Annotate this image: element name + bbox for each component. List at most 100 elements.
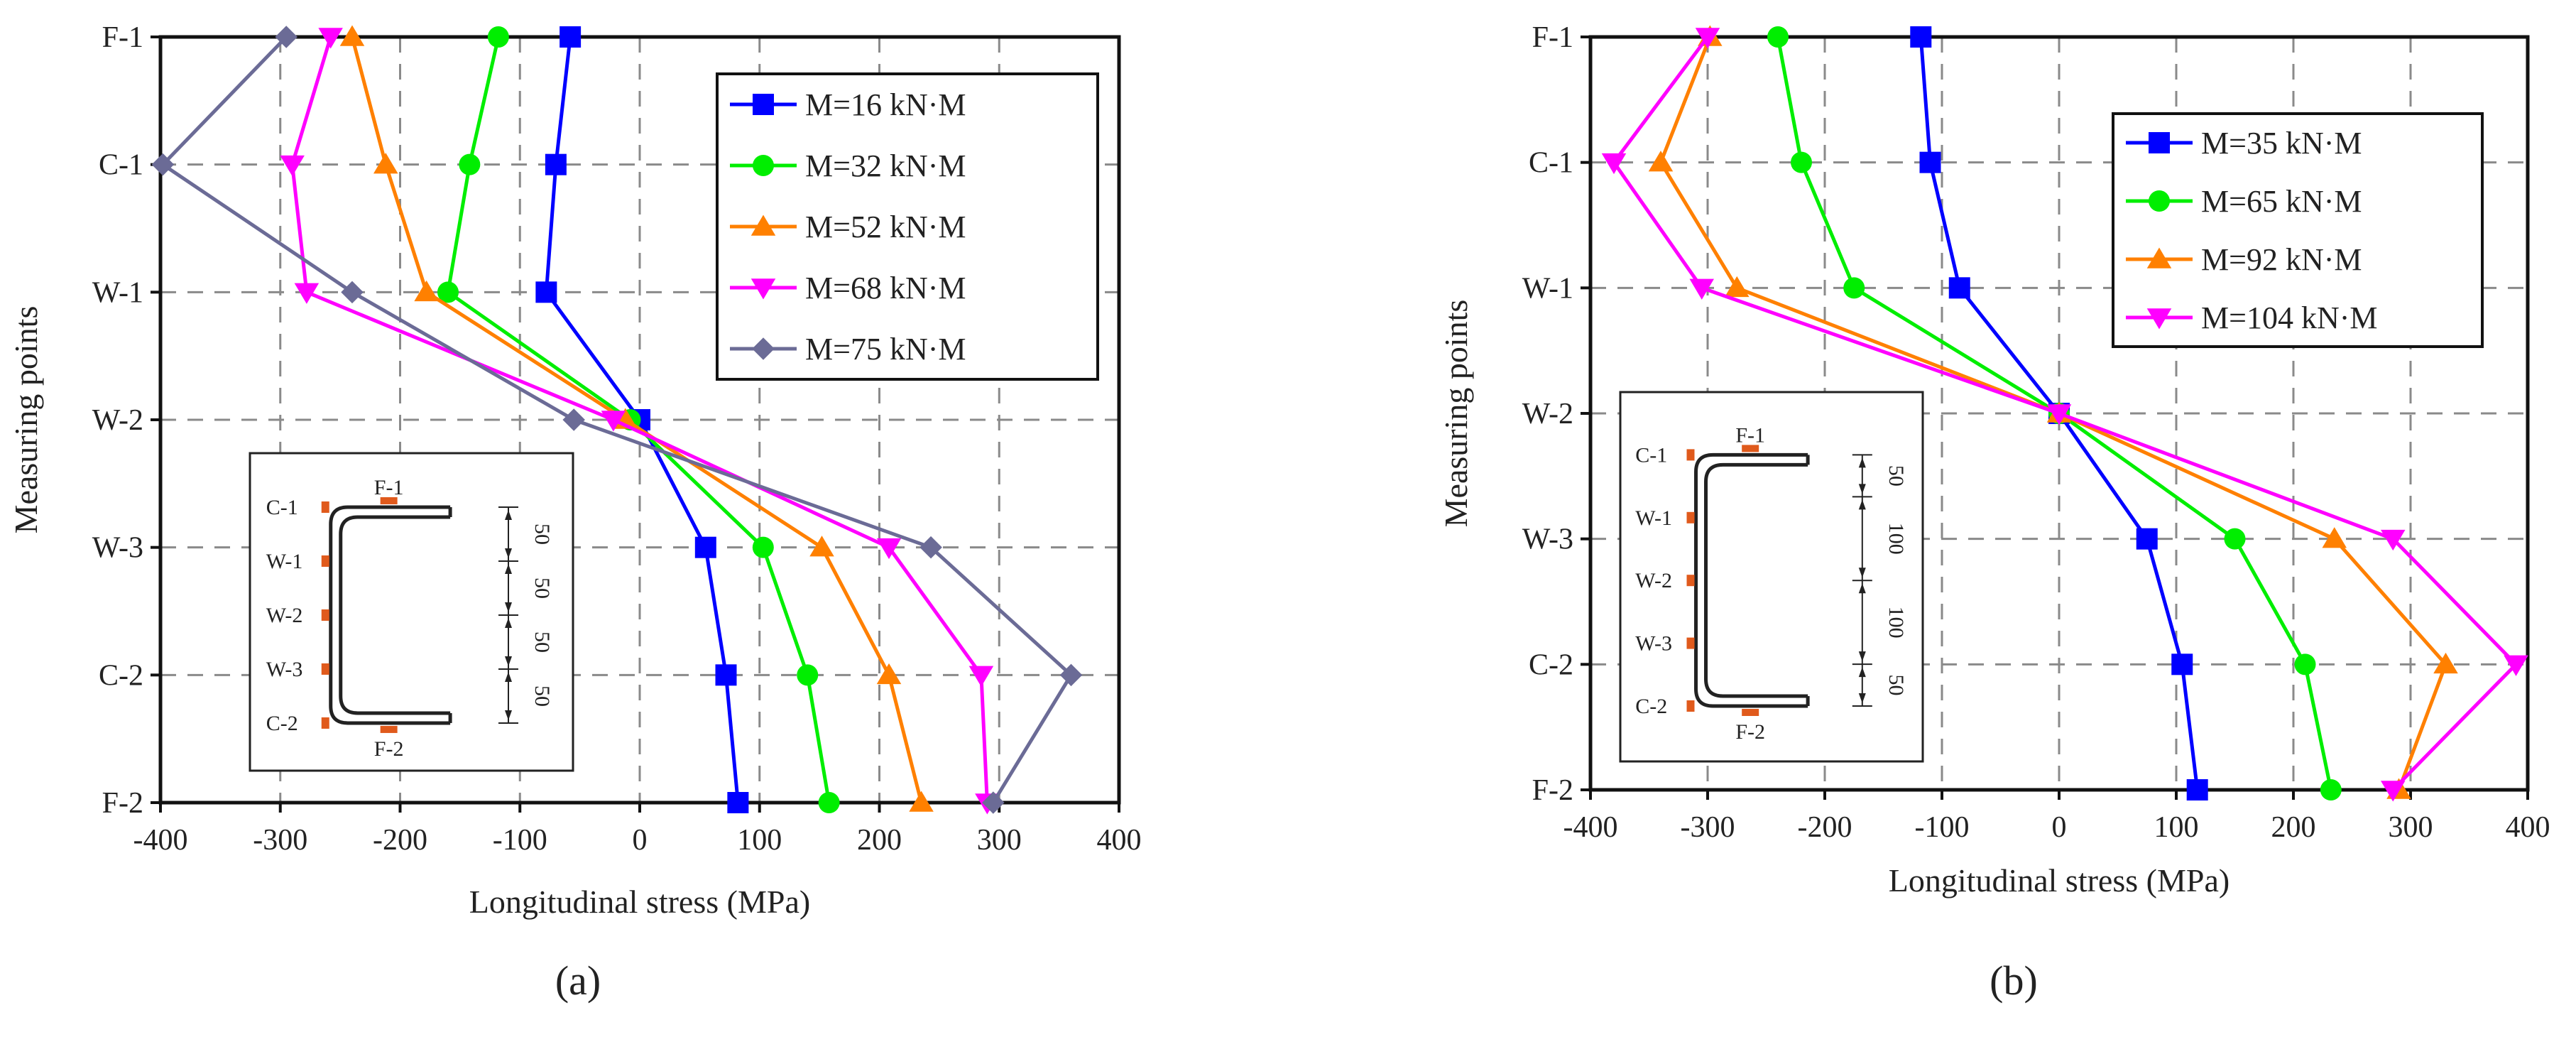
data-point	[535, 281, 557, 303]
data-point	[2171, 653, 2193, 675]
legend-marker	[2149, 190, 2170, 212]
legend-marker	[751, 215, 776, 236]
y-tick-label: W-3	[92, 532, 143, 565]
x-tick-label: 0	[2052, 811, 2067, 844]
data-point	[1910, 26, 1932, 48]
data-point	[545, 153, 567, 175]
inset-point-label: C-2	[1635, 695, 1667, 718]
dimension-arrow	[505, 656, 512, 666]
legend-label: M=65 kN·M	[2201, 184, 2362, 219]
series-3	[339, 25, 934, 812]
data-point	[982, 791, 1005, 814]
x-tick-label: 100	[737, 824, 782, 857]
data-point	[280, 155, 305, 177]
inset-point-label: W-3	[266, 658, 303, 681]
dimension-arrow	[1858, 693, 1866, 703]
legend-label: M=35 kN·M	[2201, 126, 2362, 161]
y-tick-label: W-1	[92, 276, 143, 309]
x-tick-label: -100	[1915, 811, 1970, 844]
data-point	[909, 791, 934, 812]
data-point	[2224, 528, 2246, 550]
dimension-arrow	[505, 509, 512, 520]
y-tick-label: F-1	[102, 21, 143, 54]
data-point	[1948, 277, 1970, 299]
dimension-label: 50	[1884, 675, 1908, 696]
data-point	[876, 663, 902, 685]
channel-inner-edge	[1704, 462, 1808, 698]
y-tick-label: F-1	[1532, 21, 1573, 54]
legend-label: M=32 kN·M	[805, 148, 966, 183]
panel-a: -400 -300 -200 -100 0 100 200 300 400 F-1 C-1 W-1 W-…	[8, 21, 1142, 1004]
data-point	[1767, 26, 1789, 48]
x-tick-label: 100	[2154, 811, 2199, 844]
dimension-label: 50	[530, 577, 554, 599]
data-point	[2433, 652, 2458, 674]
gauge-marker	[1686, 700, 1695, 712]
data-point	[809, 536, 834, 557]
data-point	[1689, 278, 1714, 300]
legend: M=16 kN·M M=32 kN·M M=52 kN·M M=68 kN·M M=75…	[716, 72, 1099, 381]
y-tick-label: W-3	[1522, 523, 1573, 556]
dimension-arrow	[1858, 484, 1866, 494]
data-point	[2320, 779, 2342, 801]
dimension-arrow	[1858, 583, 1866, 594]
data-point	[818, 792, 840, 813]
dimension-arrow	[1858, 568, 1866, 578]
gauge-marker	[380, 725, 398, 733]
data-point	[437, 281, 459, 303]
legend-marker	[752, 337, 775, 360]
dimension-label: 100	[1884, 607, 1908, 639]
data-point	[1601, 153, 1627, 175]
data-point	[1695, 28, 1720, 49]
inset-point-label: W-1	[1635, 506, 1672, 530]
legend-label: M=104 kN·M	[2201, 300, 2378, 335]
y-tick-label: C-2	[1529, 648, 1573, 681]
legend-box	[2112, 112, 2484, 348]
data-point	[2504, 655, 2528, 676]
inset-bottom-label: F-2	[374, 737, 404, 761]
gauge-marker	[321, 717, 329, 729]
legend-label: M=52 kN·M	[805, 210, 966, 244]
data-point	[694, 536, 716, 558]
legend-marker	[2149, 132, 2170, 153]
data-point	[414, 280, 439, 302]
data-point	[318, 28, 343, 49]
x-tick-label: -300	[253, 824, 307, 857]
y-tick-label: C-1	[1529, 147, 1573, 180]
data-point	[560, 26, 582, 48]
channel-outer-edge	[1694, 452, 1808, 708]
y-tick-label: F-2	[1532, 774, 1573, 807]
data-point	[1059, 663, 1083, 687]
x-tick-label: -400	[1563, 811, 1618, 844]
y-tick-label: W-1	[1522, 272, 1573, 305]
data-point	[797, 664, 819, 686]
dimension-label: 100	[1884, 523, 1908, 555]
inset-point-label: C-1	[266, 496, 298, 519]
y-tick-label: W-2	[1522, 398, 1573, 430]
legend-label: M=92 kN·M	[2201, 242, 2362, 277]
gauge-marker	[1742, 445, 1759, 452]
data-point	[2294, 653, 2316, 675]
x-axis-title: Longitudinal stress (MPa)	[469, 884, 810, 920]
data-point	[752, 536, 774, 558]
dimension-arrow	[505, 671, 512, 682]
x-tick-label: -200	[373, 824, 427, 857]
data-point	[2322, 527, 2347, 548]
inset-top-label: F-1	[1735, 423, 1765, 447]
data-point	[727, 792, 749, 813]
x-tick-label: -200	[1798, 811, 1852, 844]
inset-point-label: W-1	[266, 550, 303, 573]
channel-inner-edge	[339, 515, 451, 715]
inset-point-label: W-3	[1635, 632, 1672, 656]
x-tick-label: 200	[857, 824, 902, 857]
data-point	[2381, 781, 2406, 802]
inset-point-label: W-2	[266, 604, 303, 627]
inset-point-label: C-1	[1635, 443, 1667, 467]
series-5	[151, 26, 1083, 814]
gauge-marker	[1686, 637, 1695, 649]
legend-label: M=68 kN·M	[805, 271, 966, 305]
gauge-marker	[1742, 709, 1759, 716]
data-point	[2381, 529, 2406, 551]
